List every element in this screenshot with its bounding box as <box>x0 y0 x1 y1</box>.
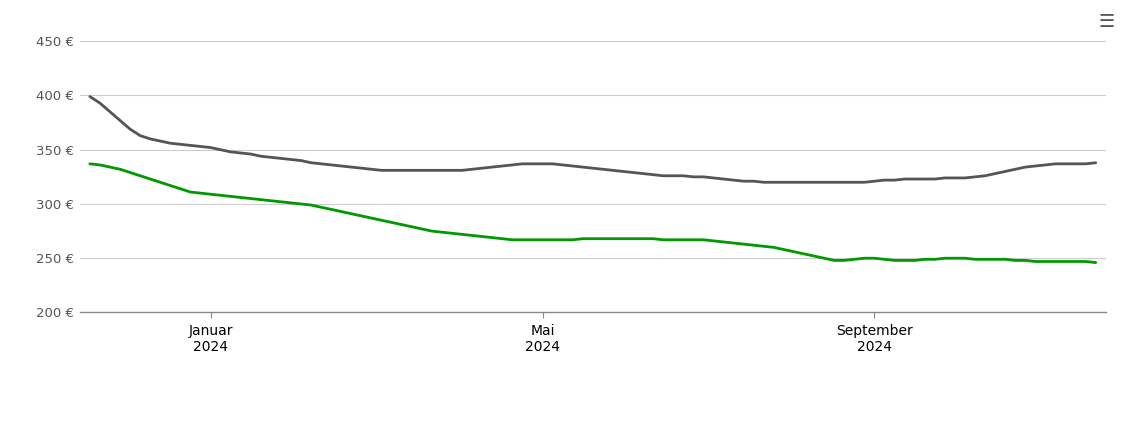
Text: ☰: ☰ <box>1099 13 1115 31</box>
Legend: lose Ware, Sackware: lose Ware, Sackware <box>482 429 703 434</box>
